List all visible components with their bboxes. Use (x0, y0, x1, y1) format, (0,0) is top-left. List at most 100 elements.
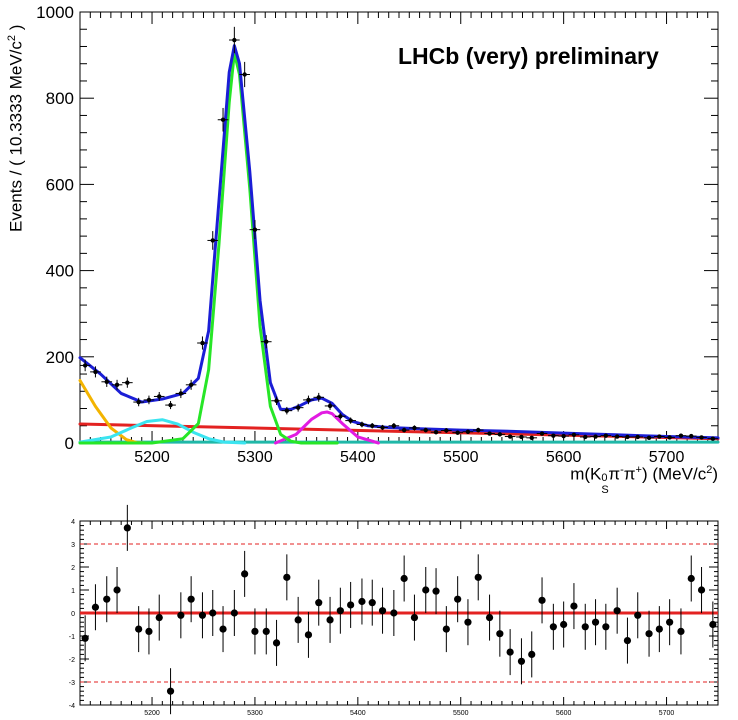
pull-point (634, 592, 642, 639)
pull-point-marker (570, 602, 578, 610)
data-point-marker (593, 434, 598, 439)
data-point (366, 423, 378, 429)
data-point-marker (178, 391, 184, 396)
pull-point (209, 590, 217, 636)
data-point (79, 359, 91, 372)
pull-point-marker (378, 607, 387, 615)
pull-point (113, 567, 121, 613)
fit-curve-Bs-signal (274, 410, 380, 445)
data-point (303, 395, 314, 405)
x-axis-title-main: m(K (570, 464, 602, 484)
pull-point (677, 608, 685, 655)
data-point (249, 220, 261, 240)
data-point (409, 425, 420, 431)
data-point (707, 436, 719, 441)
data-point-marker (689, 433, 694, 439)
x-axis-title-tail: ) (MeV/c (641, 464, 707, 484)
x-axis-title-sup2: + (635, 464, 642, 476)
pull-point (581, 603, 589, 650)
pull-point (166, 668, 175, 715)
pull-y-tick-label: -1 (69, 634, 75, 641)
pull-point (336, 587, 344, 634)
data-point (579, 434, 591, 440)
fit-curve-signal (78, 51, 339, 445)
data-point-marker (252, 227, 258, 232)
pull-point (219, 606, 227, 653)
pull-x-tick-label: 5500 (453, 710, 469, 717)
data-point-marker (433, 430, 439, 435)
data-point-marker (359, 422, 365, 427)
data-point (600, 433, 612, 438)
pull-point-marker (442, 625, 450, 633)
data-point (111, 379, 123, 390)
pull-point (613, 587, 621, 634)
pull-point-marker (315, 599, 323, 607)
data-point-marker (370, 423, 375, 428)
pull-point (81, 615, 89, 662)
data-point (472, 427, 484, 433)
data-point-marker (571, 432, 577, 438)
pull-point (570, 583, 578, 630)
data-point (229, 26, 240, 54)
data-point-marker (551, 433, 556, 438)
pull-point-marker (230, 609, 238, 617)
data-point-marker (200, 340, 205, 346)
pull-point (517, 638, 526, 685)
x-axis-title-mid: π (608, 464, 621, 484)
pull-point-marker (623, 637, 632, 645)
pull-point-marker (326, 616, 334, 624)
data-point-marker (114, 382, 120, 388)
data-point (430, 430, 442, 435)
y-axis-title-main: Events / ( 10.3333 MeV/c (6, 41, 26, 232)
data-point (335, 412, 346, 420)
pull-point-marker (485, 614, 494, 622)
fit-curve-combinatorial (78, 422, 720, 441)
pull-point-marker (410, 614, 419, 622)
data-point-marker (232, 37, 237, 43)
pull-point-marker (187, 595, 195, 603)
x-axis-title-end: ) (712, 464, 718, 484)
pull-point (294, 596, 302, 643)
data-point-marker (529, 435, 534, 441)
data-point (696, 435, 707, 440)
pull-point-marker (464, 618, 472, 626)
pull-point (123, 504, 131, 551)
pull-point (315, 579, 323, 626)
pull-point-marker (304, 631, 313, 639)
pull-point-marker (400, 574, 408, 583)
pull-point-marker (677, 627, 685, 636)
data-point-marker (168, 402, 173, 408)
pull-point (602, 603, 610, 650)
data-point (622, 434, 633, 440)
y-axis-title: Events / ( 10.3333 MeV/c2 ) (6, 25, 27, 232)
data-point-marker (561, 433, 566, 439)
x-tick-label: 5600 (546, 449, 582, 466)
data-point-marker (519, 434, 524, 440)
data-point-marker (264, 339, 269, 344)
fit-curve-cross-feed (78, 418, 247, 445)
data-point-marker (391, 423, 397, 428)
pull-point-marker (432, 587, 440, 595)
x-axis-title-sup1: - (620, 464, 624, 476)
data-point (420, 427, 432, 433)
pull-point (198, 592, 207, 639)
pull-point-marker (177, 611, 185, 619)
pull-point-marker (135, 625, 143, 633)
data-point-marker (380, 425, 385, 430)
pull-point (474, 554, 482, 601)
data-point (536, 431, 548, 436)
data-point-marker (157, 394, 162, 399)
pull-y-tick-label: 0 (71, 611, 75, 618)
data-point (133, 397, 144, 407)
data-point-marker (104, 379, 109, 384)
pull-point (135, 606, 143, 653)
data-point-marker (646, 435, 652, 441)
pull-point-marker (697, 586, 706, 594)
pull-y-tick-label: 3 (71, 542, 75, 549)
pull-point (262, 608, 270, 655)
pull-point-marker (517, 657, 526, 665)
pull-point-marker (634, 611, 642, 619)
data-point-marker (603, 433, 609, 438)
pull-point (485, 594, 494, 641)
